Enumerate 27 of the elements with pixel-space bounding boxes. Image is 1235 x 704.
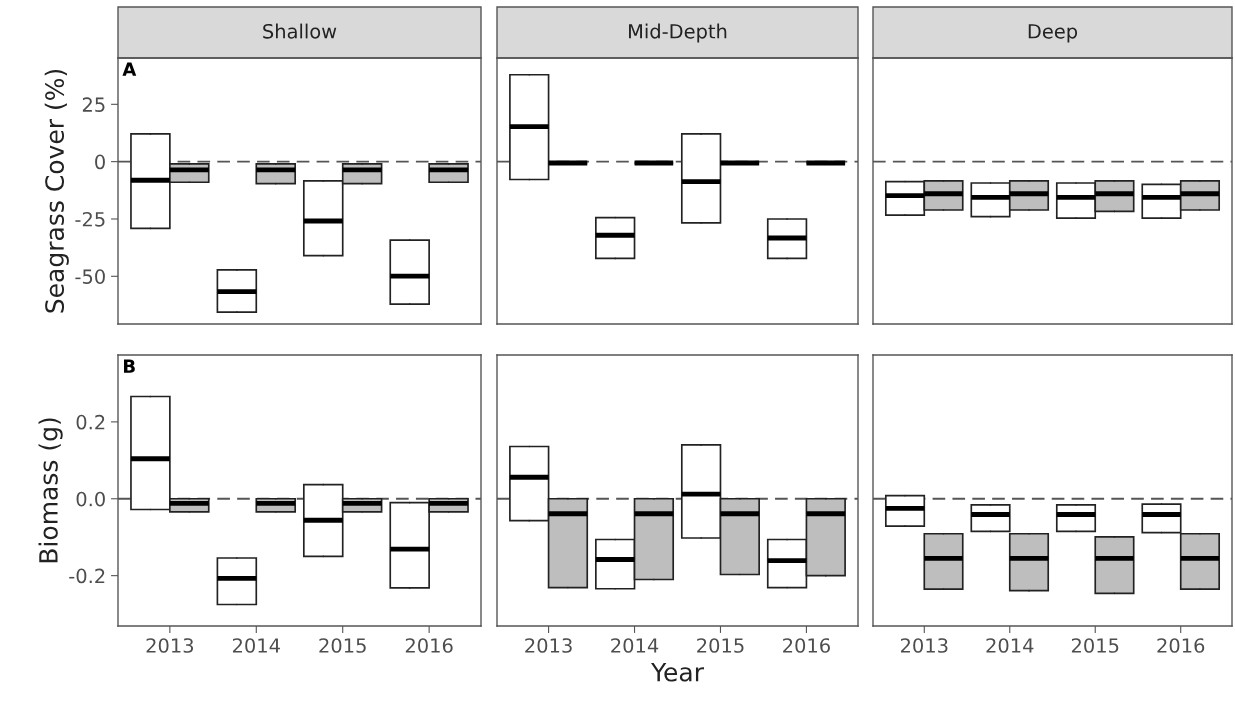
y-tick-label: 0.0 (76, 491, 105, 507)
y-axis-title: Seagrass Cover (%) (44, 69, 69, 313)
annotation: B (124, 359, 135, 373)
y-tick-label: -0.2 (69, 568, 105, 584)
y-tick-label: 0.2 (76, 414, 105, 430)
x-tick-label: 2015 (1071, 638, 1119, 653)
chart-title: Deep (1028, 24, 1078, 43)
x-tick-label: 2016 (405, 638, 453, 653)
x-tick-label: 2013 (900, 638, 948, 653)
y-tick-label: -50 (75, 269, 105, 284)
x-tick-label: 2015 (319, 638, 366, 653)
x-tick-label: 2014 (232, 638, 280, 653)
x-tick-label: 2016 (1157, 638, 1205, 653)
x-tick-label: 2013 (146, 638, 194, 653)
y-tick-label: -25 (75, 211, 105, 227)
x-tick-label: 2015 (697, 638, 744, 653)
annotation: A (122, 62, 137, 76)
chart-title: Shallow (263, 23, 337, 39)
y-tick-label: 25 (82, 97, 105, 112)
chart-title: Mid-Depth (629, 23, 727, 43)
x-tick-label: 2014 (986, 638, 1034, 653)
x-tick-label: 2014 (611, 638, 659, 653)
x-axis-title: Year (650, 662, 704, 682)
y-axis-title: Biomass (g) (38, 418, 63, 563)
y-tick-label: 0 (95, 154, 105, 170)
x-tick-label: 2013 (525, 638, 572, 653)
x-tick-label: 2016 (783, 638, 830, 653)
